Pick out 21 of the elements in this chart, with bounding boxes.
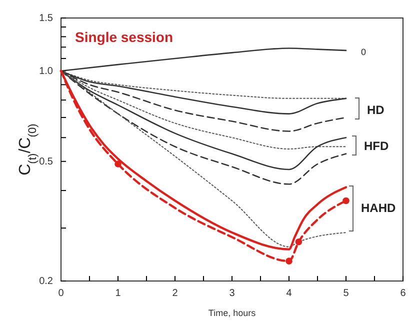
x-tick-label: 1 [115, 288, 122, 300]
x-tick-label: 3 [229, 288, 236, 300]
point [286, 258, 292, 264]
annotation: HAHD [361, 201, 396, 216]
annotation: 0 [361, 47, 366, 58]
point [342, 197, 350, 204]
point [114, 160, 122, 168]
y-tick-label: 0.5 [39, 156, 54, 168]
x-tick-label: 0 [58, 288, 64, 300]
y-tick-label: 1.0 [39, 66, 54, 78]
text: Single session [75, 29, 174, 45]
x-tick-label: 2 [172, 288, 178, 300]
y-tick-label: 0.2 [39, 276, 54, 288]
point [295, 238, 302, 246]
annotation: HD [367, 103, 385, 118]
x-tick-label: 6 [400, 288, 406, 300]
y-tick-label: 1.5 [39, 13, 54, 24]
x-axis-title: Time, hours [208, 308, 256, 318]
x-tick-label: 5 [343, 288, 350, 300]
annotation: HFD [364, 139, 389, 154]
x-tick-label: 4 [286, 288, 292, 300]
